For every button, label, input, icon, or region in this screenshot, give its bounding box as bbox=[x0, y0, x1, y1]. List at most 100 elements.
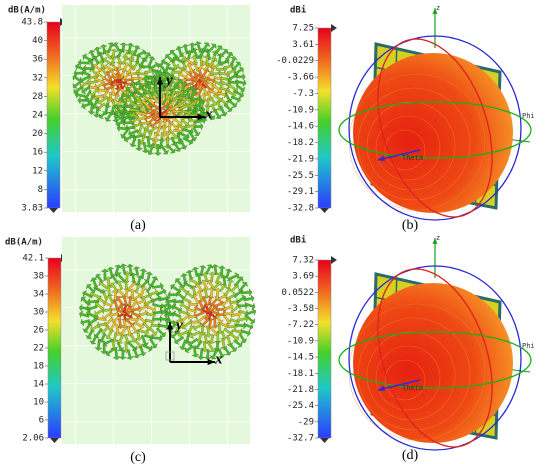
colorbar-tick-label: 16 bbox=[32, 148, 43, 158]
current-arrow bbox=[193, 122, 204, 131]
current-arrow bbox=[205, 264, 214, 275]
current-arrow bbox=[235, 72, 246, 81]
current-arrow bbox=[206, 341, 216, 353]
current-arrow bbox=[245, 307, 257, 316]
current-arrow bbox=[209, 349, 219, 360]
current-arrow bbox=[119, 42, 128, 53]
current-arrow bbox=[238, 282, 248, 293]
current-arrow bbox=[226, 279, 235, 289]
current-arrow bbox=[129, 136, 137, 148]
current-arrow bbox=[180, 273, 188, 284]
current-arrow bbox=[198, 265, 207, 275]
current-arrow bbox=[93, 327, 103, 339]
panel-label: (a) bbox=[130, 218, 146, 233]
current-arrow bbox=[139, 345, 147, 356]
axis-label: z bbox=[436, 234, 440, 242]
current-arrow bbox=[225, 89, 237, 98]
current-arrow bbox=[75, 63, 87, 72]
current-arrow bbox=[166, 143, 176, 154]
current-arrow bbox=[114, 102, 127, 111]
current-arrow bbox=[145, 271, 154, 283]
current-arrow bbox=[217, 348, 226, 358]
current-arrow bbox=[219, 105, 228, 117]
current-arrow bbox=[126, 97, 135, 106]
current-arrow bbox=[92, 106, 101, 118]
panel-label: (c) bbox=[130, 450, 146, 464]
current-arrow bbox=[195, 105, 206, 114]
current-arrow bbox=[77, 58, 90, 67]
axis-label: z bbox=[436, 4, 440, 12]
current-arrow bbox=[235, 83, 245, 93]
current-arrow bbox=[152, 282, 164, 291]
current-arrow bbox=[145, 135, 153, 149]
axis-label: Theta bbox=[402, 154, 423, 162]
current-arrow bbox=[182, 136, 193, 146]
current-arrow bbox=[191, 266, 200, 277]
current-arrow bbox=[238, 332, 248, 343]
current-arrow bbox=[211, 264, 220, 275]
current-arrow bbox=[134, 330, 143, 341]
pattern-contour bbox=[357, 87, 471, 201]
current-arrow bbox=[192, 323, 203, 332]
current-arrow bbox=[243, 294, 255, 303]
colorbar-top-marker bbox=[331, 256, 337, 264]
current-arrow bbox=[100, 268, 109, 281]
current-arrow bbox=[227, 99, 237, 109]
axis-label: x bbox=[214, 351, 223, 367]
axis-line bbox=[377, 149, 421, 161]
colorbar-tick-label: 38 bbox=[33, 272, 44, 282]
colorbar-tick-label: 42.1 bbox=[22, 254, 44, 264]
current-arrow bbox=[136, 297, 146, 306]
colorbar-tick-label: 7.32 bbox=[292, 256, 314, 266]
current-arrow bbox=[240, 288, 253, 297]
panel: dB(A/m) 42.1 38 34 30 26 22 18 14 10 6 2.06 (c) y x bbox=[5, 237, 257, 464]
theta-circle bbox=[377, 38, 493, 218]
colorbar-bottom-marker bbox=[50, 438, 59, 443]
current-arrow bbox=[82, 53, 94, 63]
current-arrow bbox=[230, 310, 242, 319]
current-arrow bbox=[116, 288, 126, 297]
pattern-contour bbox=[384, 359, 426, 401]
current-arrow bbox=[206, 294, 215, 306]
current-arrow bbox=[114, 108, 125, 117]
current-arrow bbox=[140, 99, 151, 110]
colorbar-tick-label: 8 bbox=[38, 185, 43, 195]
pattern-contour bbox=[375, 345, 441, 411]
current-arrow bbox=[189, 330, 201, 340]
current-arrow bbox=[148, 337, 158, 349]
colorbar-top-marker bbox=[331, 24, 337, 32]
colorbar-unit: dBi bbox=[290, 5, 307, 16]
current-arrow bbox=[168, 129, 179, 139]
axis-arrowhead bbox=[432, 8, 438, 14]
colorbar-tick-label: -32.8 bbox=[287, 204, 314, 214]
current-arrow bbox=[196, 315, 206, 325]
current-arrow bbox=[188, 318, 199, 327]
current-arrow bbox=[228, 343, 238, 352]
current-arrow bbox=[235, 321, 247, 330]
equator-circle bbox=[338, 101, 532, 159]
current-arrow bbox=[170, 283, 182, 294]
colorbar-tick-label: -3.66 bbox=[287, 73, 314, 83]
current-arrow bbox=[99, 44, 108, 54]
colorbar-bottom-marker bbox=[49, 208, 58, 213]
current-arrow bbox=[146, 143, 155, 156]
colorbar-tick-label: 36 bbox=[32, 55, 43, 65]
current-arrow bbox=[103, 63, 114, 72]
current-arrow bbox=[175, 46, 184, 58]
current-arrow bbox=[150, 276, 159, 288]
panel: dBi 7.32 3.69 0.0522 -3.58 -7.22 -10.9 -14.5 -18… bbox=[281, 234, 534, 463]
colorbar-tick-label: -29 bbox=[298, 417, 314, 427]
axis-arrowhead bbox=[166, 322, 174, 330]
colorbar-unit: dB(A/m) bbox=[8, 6, 46, 16]
current-arrow bbox=[116, 334, 125, 344]
current-arrow bbox=[100, 325, 110, 335]
current-arrow bbox=[223, 103, 233, 113]
current-arrow bbox=[191, 346, 200, 358]
current-arrow bbox=[213, 45, 223, 57]
current-arrow bbox=[233, 66, 244, 76]
colorbar-tick-label: 30 bbox=[33, 308, 44, 318]
current-arrow bbox=[88, 50, 96, 60]
current-arrow bbox=[180, 301, 190, 310]
current-arrow bbox=[188, 42, 197, 53]
